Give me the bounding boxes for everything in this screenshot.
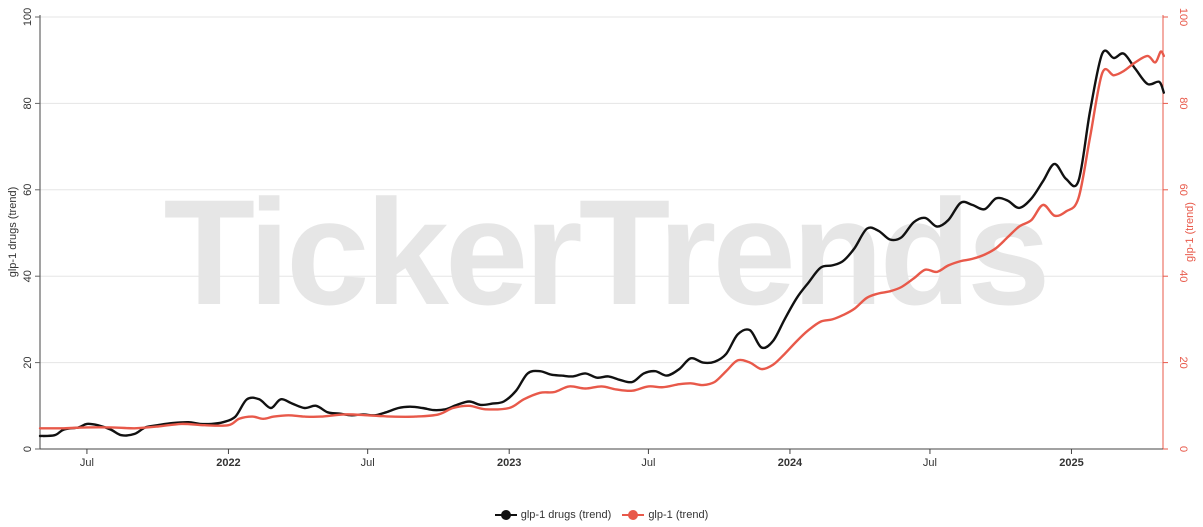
legend: glp-1 drugs (trend) glp-1 (trend) <box>0 509 1203 523</box>
legend-dot <box>500 510 511 520</box>
y-left-tick-label: 100 <box>22 8 34 26</box>
x-tick-label: 2024 <box>778 457 803 469</box>
y-right-tick-label: 40 <box>1177 270 1189 282</box>
y-right-tick-label: 100 <box>1177 8 1189 26</box>
y-right-tick-label: 80 <box>1177 97 1189 109</box>
x-tick-label: Jul <box>923 457 937 469</box>
y-left-tick-label: 40 <box>22 270 34 282</box>
watermark: TickerTrends <box>163 168 1046 336</box>
gridlines <box>40 16 1163 364</box>
legend-label: glp-1 drugs (trend) <box>520 509 612 521</box>
series-line-1 <box>38 50 1165 430</box>
legend-swatch-black <box>494 510 517 520</box>
x-tick-label: Jul <box>641 457 655 469</box>
legend-dot <box>628 510 639 520</box>
legend-swatch-red <box>622 510 645 520</box>
y-axis-right-ticks: 0 20 40 60 80 100 <box>1163 8 1189 452</box>
x-tick-label: 2022 <box>216 457 240 469</box>
legend-label: glp-1 (trend) <box>648 509 709 521</box>
y-axis-right-title: glp-1 (trend) <box>1184 202 1196 262</box>
x-axis-ticks: Jul 2022 Jul 2023 Jul 2024 Jul 2025 <box>80 449 1084 469</box>
y-left-tick-label: 80 <box>22 97 34 109</box>
y-right-tick-label: 60 <box>1177 184 1189 196</box>
y-left-tick-label: 20 <box>22 356 34 368</box>
legend-item-glp1[interactable]: glp-1 (trend) <box>622 509 708 521</box>
y-right-tick-label: 20 <box>1177 356 1189 368</box>
y-axis-left-title: glp-1 drugs (trend) <box>7 187 19 278</box>
x-tick-label: Jul <box>80 457 94 469</box>
series-line-0 <box>38 49 1165 438</box>
y-axis-left-ticks: 0 20 40 60 80 100 <box>22 8 40 452</box>
x-tick-label: 2023 <box>497 457 521 469</box>
x-tick-label: 2025 <box>1059 457 1083 469</box>
y-right-tick-label: 0 <box>1177 446 1189 452</box>
y-left-tick-label: 60 <box>22 184 34 196</box>
legend-item-glp1-drugs[interactable]: glp-1 drugs (trend) <box>494 509 612 521</box>
y-left-tick-label: 0 <box>22 446 34 452</box>
series-lines <box>38 49 1165 438</box>
x-tick-label: Jul <box>361 457 375 469</box>
